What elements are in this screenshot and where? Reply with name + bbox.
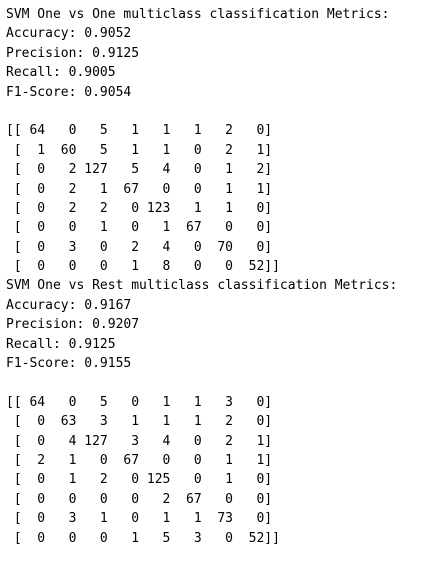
ovr-precision: Precision: 0.9207 [6, 317, 140, 333]
ovo-recall: Recall: 0.9005 [6, 65, 116, 81]
ovo-matrix-row: [[ 64 0 5 1 1 1 2 0] [6, 123, 273, 139]
ovo-matrix-row: [ 0 0 0 1 8 0 0 52]] [6, 259, 280, 275]
ovr-matrix-row: [ 2 1 0 67 0 0 1 1] [6, 452, 273, 468]
ovo-matrix-row: [ 0 2 2 0 123 1 1 0] [6, 200, 273, 216]
ovr-matrix-row: [ 0 1 2 0 125 0 1 0] [6, 472, 273, 488]
ovo-report-title: SVM One vs One multiclass classification… [6, 7, 390, 22]
ovr-matrix-row: [ 0 0 0 1 5 3 0 52]] [6, 530, 280, 546]
ovo-matrix-row: [ 1 60 5 1 1 0 2 1] [6, 142, 273, 158]
ovo-accuracy: Accuracy: 0.9052 [6, 26, 132, 42]
ovr-matrix-row: [ 0 4 127 3 4 0 2 1] [6, 433, 273, 449]
ovo-matrix-row: [ 0 2 127 5 4 0 1 2] [6, 162, 273, 178]
ovo-f1-score: F1-Score: 0.9054 [6, 84, 132, 100]
ovr-matrix-row: [ 0 3 1 0 1 1 73 0] [6, 511, 273, 527]
ovr-report-title: SVM One vs Rest multiclass classificatio… [6, 278, 398, 294]
ovr-recall: Recall: 0.9125 [6, 336, 116, 352]
ovo-matrix-row: [ 0 0 1 0 1 67 0 0] [6, 220, 273, 236]
ovr-accuracy: Accuracy: 0.9167 [6, 297, 132, 313]
ovo-matrix-row: [ 0 3 0 2 4 0 70 0] [6, 239, 273, 255]
ovr-matrix-row: [[ 64 0 5 0 1 1 3 0] [6, 394, 273, 410]
ovr-matrix-row: [ 0 0 0 0 2 67 0 0] [6, 491, 273, 507]
ovo-precision: Precision: 0.9125 [6, 45, 140, 61]
console-output-text: SVM One vs One multiclass classification… [6, 5, 397, 548]
ovo-matrix-row: [ 0 2 1 67 0 0 1 1] [6, 181, 273, 197]
blank-line [6, 373, 397, 392]
ovr-matrix-row: [ 0 63 3 1 1 1 2 0] [6, 414, 273, 430]
blank-line [6, 102, 397, 121]
ovr-f1-score: F1-Score: 0.9155 [6, 356, 132, 372]
